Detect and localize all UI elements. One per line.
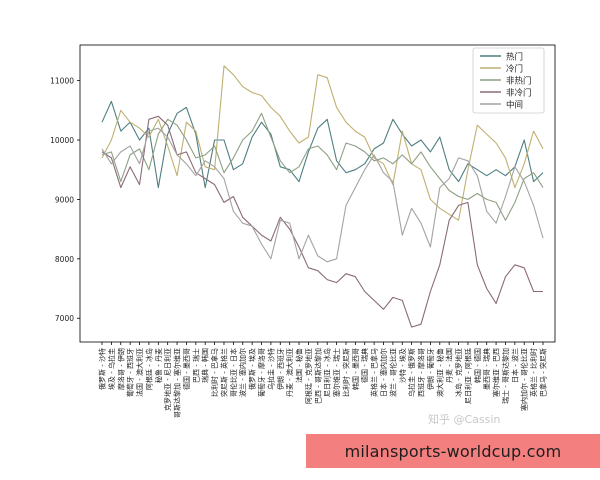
x-axis: 俄罗斯 - 沙特 埃及 - 乌拉圭 摩洛哥 - 伊朗 葡萄牙 - 西班牙 法国 - 澳大… bbox=[98, 342, 548, 418]
x-tick-label: 尼日利亚 - 阿根廷 bbox=[463, 348, 472, 404]
legend-box bbox=[472, 47, 545, 114]
x-tick-label: 法国 - 秘鲁 bbox=[295, 348, 304, 383]
y-axis: 7000 8000 9000 10000 11000 bbox=[50, 77, 80, 323]
x-tick-label: 英格兰 - 比利时 bbox=[529, 348, 538, 397]
x-tick-label: 俄罗斯 - 埃及 bbox=[248, 348, 257, 390]
x-tick-label: 澳大利亚 - 秘鲁 bbox=[435, 348, 444, 397]
x-tick-label: 日本 - 塞内加尔 bbox=[379, 348, 388, 397]
x-tick-label: 哥伦比亚 - 日本 bbox=[229, 348, 238, 397]
x-tick-label: 阿根廷 - 冰岛 bbox=[144, 348, 153, 390]
x-tick-label: 法国 - 澳大利亚 bbox=[135, 348, 144, 397]
x-tick-label: 巴西 - 瑞士 bbox=[191, 348, 200, 383]
x-tick-label: 葡萄牙 - 西班牙 bbox=[126, 348, 135, 397]
y-tick-label: 9000 bbox=[55, 195, 74, 204]
x-tick-label: 阿根廷 - 克罗地亚 bbox=[304, 348, 313, 404]
x-tick-label: 突尼斯 - 英格兰 bbox=[219, 348, 228, 397]
x-tick-label: 瑞士 - 哥斯达黎加 bbox=[501, 348, 510, 404]
legend-label: 非热门 bbox=[506, 76, 532, 87]
x-tick-label: 波兰 - 塞内加尔 bbox=[238, 348, 247, 397]
x-tick-label: 墨西哥 - 瑞典 bbox=[482, 348, 491, 390]
y-tick-label: 10000 bbox=[50, 136, 74, 145]
x-tick-label: 塞尔维亚 - 巴西 bbox=[492, 348, 501, 397]
site-banner[interactable]: milansports-worldcup.com bbox=[306, 434, 600, 468]
x-tick-label: 埃及 - 乌拉圭 bbox=[107, 348, 116, 390]
x-tick-label: 沙特 - 埃及 bbox=[398, 348, 407, 383]
x-tick-label: 克罗地亚 - 尼日利亚 bbox=[163, 348, 172, 411]
x-tick-label: 伊朗 - 西班牙 bbox=[276, 348, 285, 390]
x-tick-label: 葡萄牙 - 摩洛哥 bbox=[257, 348, 266, 397]
series-line-3 bbox=[101, 115, 543, 328]
x-tick-label: 塞内加尔 - 哥伦比亚 bbox=[520, 348, 529, 411]
legend-label: 冷门 bbox=[506, 64, 523, 75]
x-tick-label: 塞尔维亚 - 瑞士 bbox=[332, 348, 341, 397]
series-line-4 bbox=[101, 127, 544, 263]
x-tick-label: 冰岛 - 克罗地亚 bbox=[454, 348, 463, 397]
x-tick-label: 德国 - 墨西哥 bbox=[182, 348, 191, 390]
x-tick-label: 西班牙 - 摩洛哥 bbox=[417, 348, 426, 397]
legend-label: 热门 bbox=[506, 52, 523, 63]
x-tick-label: 丹麦 - 法国 bbox=[445, 348, 454, 383]
x-tick-label: 巴西 - 哥斯达黎加 bbox=[313, 348, 322, 404]
x-tick-label: 巴拿马 - 突尼斯 bbox=[539, 348, 548, 397]
y-tick-label: 8000 bbox=[55, 255, 74, 264]
x-tick-label: 比利时 - 突尼斯 bbox=[341, 348, 350, 397]
x-tick-label: 丹麦 - 澳大利亚 bbox=[285, 348, 294, 397]
x-tick-label: 俄罗斯 - 沙特 bbox=[98, 348, 107, 390]
x-tick-label: 哥斯达黎加 - 塞尔维亚 bbox=[173, 348, 182, 418]
series-lines bbox=[101, 65, 544, 328]
site-url[interactable]: milansports-worldcup.com bbox=[344, 441, 562, 461]
x-tick-label: 比利时 - 巴拿马 bbox=[210, 348, 219, 397]
series-line-2 bbox=[101, 112, 544, 221]
legend-label: 非冷门 bbox=[506, 88, 532, 99]
y-tick-label: 7000 bbox=[55, 314, 74, 323]
x-tick-label: 德国 - 瑞典 bbox=[360, 348, 369, 383]
x-tick-label: 瑞典 - 韩国 bbox=[201, 348, 210, 383]
legend-label: 中间 bbox=[506, 100, 523, 111]
x-tick-label: 英格兰 - 巴拿马 bbox=[370, 348, 379, 397]
x-tick-label: 日本 - 波兰 bbox=[510, 348, 519, 383]
x-tick-label: 韩国 - 墨西哥 bbox=[351, 348, 360, 390]
x-tick-label: 乌拉圭 - 沙特 bbox=[266, 348, 275, 390]
x-tick-label: 波兰 - 哥伦比亚 bbox=[388, 348, 397, 397]
watermark: 知乎 @Cassin bbox=[428, 413, 501, 426]
x-tick-label: 秘鲁 - 丹麦 bbox=[154, 348, 163, 383]
x-tick-label: 摩洛哥 - 伊朗 bbox=[116, 348, 125, 390]
y-tick-label: 11000 bbox=[50, 77, 74, 86]
x-tick-label: 尼日利亚 - 冰岛 bbox=[323, 348, 332, 397]
x-tick-label: 韩国 - 德国 bbox=[473, 348, 482, 383]
x-tick-label: 乌拉圭 - 俄罗斯 bbox=[407, 348, 416, 397]
x-tick-label: 伊朗 - 葡萄牙 bbox=[426, 348, 435, 390]
